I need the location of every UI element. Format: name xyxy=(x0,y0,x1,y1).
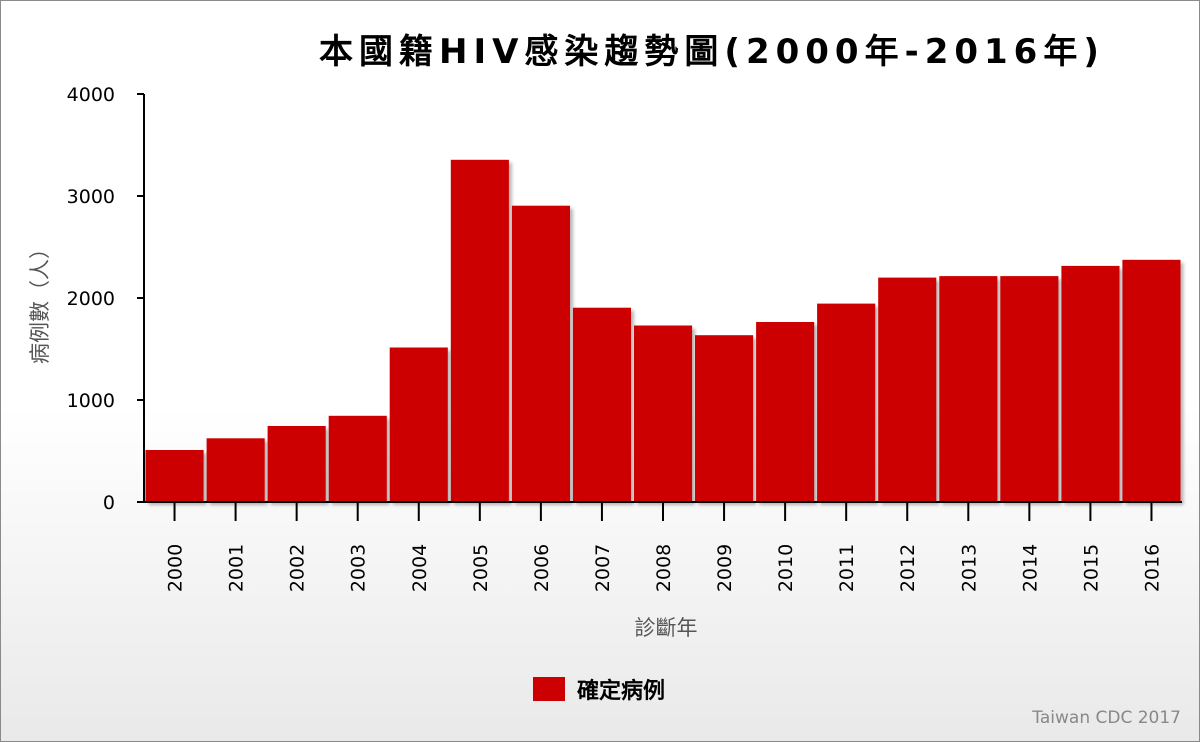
x-tick-label: 2010 xyxy=(775,544,797,592)
y-axis-label: 病例數（人） xyxy=(28,238,52,364)
x-tick-label: 2002 xyxy=(287,544,309,592)
bars-layer xyxy=(145,159,1181,503)
bar-2016 xyxy=(1122,259,1181,503)
x-axis-label: 診斷年 xyxy=(635,616,698,640)
bar-2004 xyxy=(389,347,448,502)
y-tick-label: 0 xyxy=(103,492,115,514)
x-tick-label: 2001 xyxy=(226,544,248,592)
x-tick-label: 2007 xyxy=(592,544,614,592)
y-tick-label: 2000 xyxy=(67,288,115,310)
x-tick-label: 2016 xyxy=(1142,544,1164,592)
x-tick-label: 2004 xyxy=(409,544,431,592)
x-tick-label: 2008 xyxy=(653,544,675,592)
x-tick-label: 2011 xyxy=(836,544,858,592)
x-tick-label: 2014 xyxy=(1019,544,1041,592)
bar-2013 xyxy=(939,276,998,502)
x-tick-label: 2015 xyxy=(1080,544,1102,592)
x-tick-label: 2005 xyxy=(470,544,492,592)
x-tick-label: 2012 xyxy=(897,544,919,592)
bar-2000 xyxy=(145,450,204,502)
y-tick-label: 4000 xyxy=(67,84,115,106)
bar-2003 xyxy=(328,415,387,502)
bar-2015 xyxy=(1061,265,1120,502)
legend-label: 確定病例 xyxy=(577,678,665,704)
y-tick-label: 1000 xyxy=(67,390,115,412)
bar-2011 xyxy=(817,303,876,502)
bar-2009 xyxy=(695,335,754,502)
x-tick-label: 2009 xyxy=(714,544,736,592)
bar-2010 xyxy=(756,322,815,502)
bar-2012 xyxy=(878,277,937,502)
x-tick-label: 2000 xyxy=(165,544,187,592)
y-tick-labels: 0 1000 2000 3000 4000 xyxy=(67,84,144,514)
x-tick-labels: 2000 2001 2002 2003 2004 2005 2006 2007 2008 2009… xyxy=(165,502,1164,592)
bar-2002 xyxy=(267,426,326,502)
x-tick-label: 2013 xyxy=(958,544,980,592)
bar-2006 xyxy=(511,205,570,502)
bar-2005 xyxy=(450,159,509,503)
bar-2014 xyxy=(1000,276,1059,502)
legend-swatch xyxy=(533,677,565,701)
x-tick-label: 2006 xyxy=(531,544,553,592)
chart-title: 本國籍HIV感染趨勢圖(2000年-2016年) xyxy=(319,32,1105,72)
y-tick-label: 3000 xyxy=(67,186,115,208)
legend: 確定病例 xyxy=(533,677,665,704)
x-tick-label: 2003 xyxy=(348,544,370,592)
bar-2001 xyxy=(206,438,265,503)
bar-2007 xyxy=(572,307,631,502)
bar-2008 xyxy=(634,325,693,502)
credit-text: Taiwan CDC 2017 xyxy=(1031,708,1181,728)
